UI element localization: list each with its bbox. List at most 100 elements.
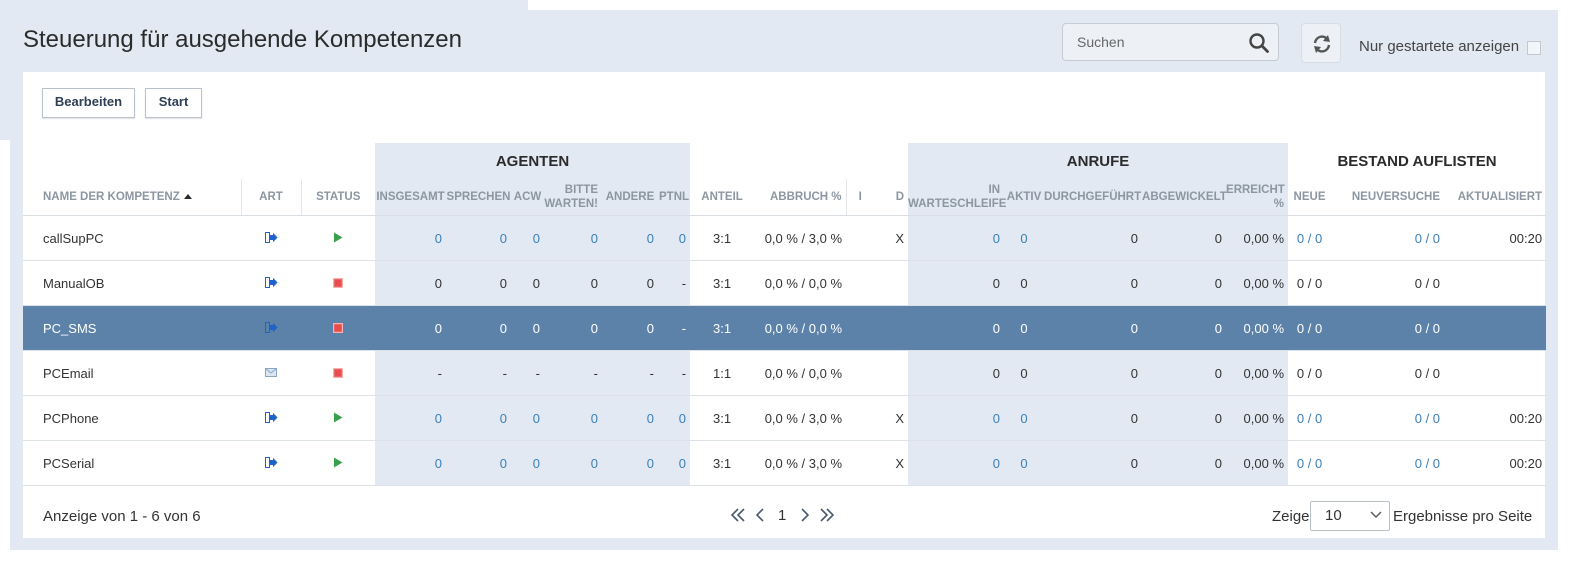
cell-total: - bbox=[375, 350, 446, 396]
cell-queue: 0 bbox=[908, 395, 1005, 441]
col-queue-line1: IN bbox=[988, 184, 1001, 196]
table-row[interactable]: PCEmail - - - - - -1:1 0,0 % / 0,0 % 0 0 0 0 0,00 % 0… bbox=[23, 350, 1547, 396]
cell-ratio: 1:1 bbox=[690, 350, 755, 396]
cell-d bbox=[874, 305, 909, 351]
cell-updated: 00:20 bbox=[1444, 395, 1547, 441]
skills-table: AGENTEN ANRUFE BESTAND AUFLISTEN NAME DE… bbox=[23, 143, 1547, 486]
show-label: Zeige bbox=[1272, 508, 1310, 525]
table-row[interactable]: ManualOB 0 0 0 0 0-3:1 0,0 % / 0,0 % 0 0 0 0 0,00 %… bbox=[23, 260, 1547, 306]
search-input[interactable] bbox=[1063, 24, 1243, 60]
cell-d: X bbox=[874, 395, 909, 441]
cell-i bbox=[846, 305, 875, 351]
cell-handled: 0 bbox=[1142, 305, 1227, 351]
refresh-button[interactable] bbox=[1301, 23, 1341, 63]
col-other[interactable]: ANDERE bbox=[602, 179, 658, 216]
main-panel: Bearbeiten Start AGENTEN ANRUFE BESTAND … bbox=[23, 72, 1547, 538]
cell-queue: 0 bbox=[908, 215, 1005, 261]
prev-page-icon[interactable] bbox=[753, 506, 767, 528]
cell-retry: 0 / 0 bbox=[1331, 395, 1445, 441]
cell-other: 0 bbox=[602, 260, 658, 306]
cell-status bbox=[301, 215, 375, 261]
chevron-down-icon bbox=[1369, 504, 1383, 536]
cell-wait: 0 bbox=[544, 395, 602, 441]
per-page-select[interactable]: 10 bbox=[1310, 501, 1390, 531]
cell-updated: 00:20 bbox=[1444, 440, 1547, 486]
col-please-wait-line2: WARTEN! bbox=[544, 198, 598, 210]
cell-status bbox=[301, 305, 375, 351]
table-row[interactable]: PCSerial 0 0 0 0 0 0 3:1 0,0 % / 3,0 % X 0 0 0 0 0,00 … bbox=[23, 440, 1547, 486]
cell-total: 0 bbox=[375, 440, 446, 486]
col-active[interactable]: AKTIV bbox=[1004, 179, 1045, 216]
refresh-icon bbox=[1313, 35, 1331, 53]
cell-d: X bbox=[874, 215, 909, 261]
cell-total: 0 bbox=[375, 215, 446, 261]
cell-acw: 0 bbox=[511, 440, 544, 486]
cell-wait: 0 bbox=[544, 305, 602, 351]
cell-ptnl: - bbox=[658, 350, 691, 396]
col-abandon[interactable]: ABBRUCH % bbox=[754, 179, 847, 216]
cell-active: 0 bbox=[1004, 440, 1045, 486]
cell-status bbox=[301, 350, 375, 396]
cell-handled: 0 bbox=[1142, 215, 1227, 261]
cell-ratio: 3:1 bbox=[690, 305, 755, 351]
col-d[interactable]: D bbox=[874, 179, 909, 216]
col-retry[interactable]: NEUVERSUCHE bbox=[1331, 179, 1445, 216]
cell-other: 0 bbox=[602, 215, 658, 261]
last-page-icon[interactable] bbox=[818, 506, 836, 528]
col-handled[interactable]: ABGEWICKELT bbox=[1142, 179, 1227, 216]
play-icon bbox=[333, 411, 343, 426]
cell-d bbox=[874, 260, 909, 306]
group-spacer bbox=[23, 143, 375, 179]
cell-queue: 0 bbox=[908, 260, 1005, 306]
edit-button[interactable]: Bearbeiten bbox=[42, 88, 135, 118]
col-type[interactable]: ART bbox=[241, 179, 302, 216]
col-ptnl[interactable]: PTNL bbox=[658, 179, 691, 216]
cell-type bbox=[241, 395, 301, 441]
cell-acw: 0 bbox=[511, 215, 544, 261]
cell-talking: 0 bbox=[446, 260, 511, 306]
stop-icon bbox=[332, 321, 344, 336]
col-i[interactable]: I bbox=[846, 179, 875, 216]
cell-new: 0 / 0 bbox=[1288, 395, 1332, 441]
cell-active: 0 bbox=[1004, 215, 1045, 261]
cell-reached: 0,00 % bbox=[1226, 215, 1289, 261]
cell-retry: 0 / 0 bbox=[1331, 350, 1445, 396]
first-page-icon[interactable] bbox=[729, 506, 747, 528]
group-inventory: BESTAND AUFLISTEN bbox=[1337, 152, 1497, 170]
col-name[interactable]: NAME DER KOMPETENZ bbox=[23, 179, 242, 216]
group-spacer-2 bbox=[690, 143, 908, 179]
col-ratio[interactable]: ANTEIL bbox=[690, 179, 755, 216]
cell-active: 0 bbox=[1004, 305, 1045, 351]
cell-talking: - bbox=[446, 350, 511, 396]
col-reached[interactable]: ERREICHT% bbox=[1226, 179, 1289, 216]
col-acw[interactable]: ACW bbox=[511, 179, 544, 216]
only-started-label: Nur gestartete anzeigen bbox=[1359, 38, 1520, 55]
current-page[interactable]: 1 bbox=[778, 507, 787, 524]
col-new[interactable]: NEUE bbox=[1288, 179, 1332, 216]
cell-other: 0 bbox=[602, 440, 658, 486]
search-icon[interactable] bbox=[1248, 32, 1270, 54]
next-page-icon[interactable] bbox=[798, 506, 812, 528]
col-please-wait-line1: BITTE bbox=[564, 184, 598, 196]
cell-abandon: 0,0 % / 0,0 % bbox=[754, 305, 847, 351]
only-started-checkbox[interactable] bbox=[1527, 41, 1541, 55]
col-updated[interactable]: AKTUALISIERT bbox=[1444, 179, 1547, 216]
cell-total: 0 bbox=[375, 305, 446, 351]
col-queue[interactable]: IN WARTESCHLEIFE bbox=[908, 179, 1006, 216]
col-talking[interactable]: SPRECHEN bbox=[446, 179, 511, 216]
cell-completed: 0 bbox=[1044, 395, 1143, 441]
col-completed[interactable]: DURCHGEFÜHRT bbox=[1044, 179, 1143, 216]
stop-icon bbox=[332, 366, 344, 381]
cell-type bbox=[241, 260, 301, 306]
col-please-wait[interactable]: BITTE WARTEN! bbox=[544, 179, 602, 216]
col-status[interactable]: STATUS bbox=[301, 179, 375, 216]
col-total[interactable]: INSGESAMT bbox=[375, 179, 446, 216]
table-row[interactable]: PCPhone 0 0 0 0 0 0 3:1 0,0 % / 3,0 % X 0 0 0 0 0,00 %… bbox=[23, 395, 1547, 441]
cell-retry: 0 / 0 bbox=[1331, 305, 1445, 351]
start-button[interactable]: Start bbox=[145, 88, 202, 118]
stop-icon bbox=[332, 276, 344, 291]
cell-reached: 0,00 % bbox=[1226, 305, 1289, 351]
table-row[interactable]: PC_SMS 0 0 0 0 0-3:1 0,0 % / 0,0 % 0 0 0 0 0,00 % 0 … bbox=[23, 305, 1547, 351]
sort-asc-icon bbox=[183, 194, 192, 199]
table-row[interactable]: callSupPC 0 0 0 0 0 0 3:1 0,0 % / 3,0 % X 0 0 0 0 0,00… bbox=[23, 215, 1547, 261]
